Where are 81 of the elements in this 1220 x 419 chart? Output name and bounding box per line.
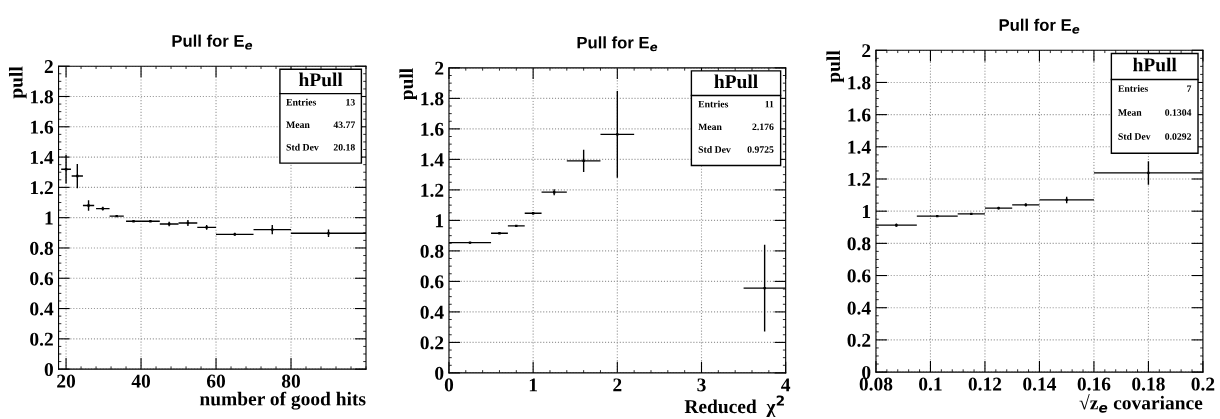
y-tick-label: 0.8 bbox=[30, 241, 54, 255]
y-tick-label: 1 bbox=[435, 214, 444, 228]
annotation: Std Dev bbox=[286, 143, 319, 151]
x-tick-label: 0 bbox=[444, 378, 454, 392]
y-tick-label: 1.4 bbox=[30, 150, 54, 165]
y-tick-label: 1.8 bbox=[848, 76, 871, 90]
x-tick-label: 80 bbox=[281, 374, 300, 388]
point bbox=[763, 286, 766, 290]
point bbox=[1147, 171, 1150, 175]
annotation: Entries bbox=[1118, 85, 1148, 92]
x-tick-label: 0.18 bbox=[1132, 377, 1165, 391]
annotation: Mean bbox=[286, 121, 310, 129]
x-tick-label: 1 bbox=[529, 378, 537, 392]
chart-title: Pull for E$_{e}$ bbox=[577, 36, 658, 52]
annotation: 13 bbox=[346, 98, 355, 106]
annotation: Entries bbox=[286, 98, 317, 106]
x-axis-title: √z$_{e}$ covariance bbox=[1079, 393, 1203, 413]
y-tick-label: 0.2 bbox=[30, 332, 53, 346]
chart-title: Pull for E$_{e}$ bbox=[999, 18, 1080, 34]
point bbox=[76, 174, 79, 178]
chart-title: Pull for E$_{e}$ bbox=[172, 34, 253, 50]
x-tick-label: 0.1 bbox=[919, 377, 942, 391]
y-tick-label: 0.6 bbox=[30, 272, 54, 286]
y-tick-label: 1.6 bbox=[30, 120, 54, 134]
annotation: hPull bbox=[1133, 57, 1177, 72]
y-tick-label: 0.8 bbox=[847, 237, 871, 251]
y-tick-label: 1.4 bbox=[848, 140, 871, 154]
annotation: 43.77 bbox=[333, 121, 355, 129]
annotation: Std Dev bbox=[1118, 132, 1151, 140]
x-tick-label: 0.2 bbox=[1191, 377, 1215, 391]
y-tick-label: 1.2 bbox=[30, 181, 53, 195]
x-tick-label: 0.14 bbox=[1023, 377, 1057, 391]
y-tick-label: 2 bbox=[862, 44, 871, 58]
annotation: hPull bbox=[714, 74, 758, 89]
x-axis-title: number of good hits bbox=[199, 391, 366, 410]
x-tick-label: 4 bbox=[781, 378, 791, 392]
y-tick-label: 1 bbox=[45, 211, 53, 225]
y-tick-label: 2 bbox=[435, 61, 444, 75]
y-tick-label: 0.6 bbox=[847, 269, 871, 283]
y-axis-title: pull bbox=[826, 50, 845, 83]
annotation: 7 bbox=[1187, 85, 1192, 92]
annotation: Mean bbox=[698, 123, 722, 131]
y-tick-label: 0.2 bbox=[847, 333, 871, 347]
annotation: hPull bbox=[298, 72, 343, 87]
x-tick-label: 0.12 bbox=[968, 377, 1002, 391]
y-tick-label: 0.4 bbox=[420, 305, 444, 319]
y-tick-label: 1.8 bbox=[30, 90, 54, 104]
y-tick-label: 0 bbox=[44, 362, 53, 377]
y-tick-label: 1.2 bbox=[848, 172, 871, 187]
y-tick-label: 1.8 bbox=[421, 92, 444, 106]
annotation: Mean bbox=[1118, 109, 1142, 116]
y-tick-label: 0.8 bbox=[420, 244, 444, 258]
x-axis-title: Reduced χ$^{2}$ bbox=[684, 395, 784, 418]
annotation: 0.9725 bbox=[747, 146, 774, 153]
y-axis-title: pull bbox=[399, 68, 418, 101]
y-tick-label: 0.6 bbox=[420, 275, 444, 289]
x-tick-label: 60 bbox=[206, 374, 226, 388]
y-tick-label: 2 bbox=[44, 60, 53, 73]
y-tick-label: 0.4 bbox=[847, 301, 871, 315]
annotation: Entries bbox=[698, 100, 729, 108]
y-tick-label: 1.2 bbox=[421, 183, 444, 197]
y-tick-label: 1.4 bbox=[421, 153, 444, 167]
x-tick-label: 20 bbox=[57, 374, 76, 388]
annotation: 0.0292 bbox=[1165, 133, 1192, 140]
point bbox=[582, 159, 585, 163]
y-tick-label: 1.6 bbox=[848, 108, 871, 122]
y-tick-label: 1 bbox=[862, 205, 871, 218]
x-tick-label: 3 bbox=[697, 378, 706, 392]
annotation: 20.18 bbox=[333, 143, 355, 151]
annotation: 2.176 bbox=[752, 123, 774, 131]
y-tick-label: 1.6 bbox=[421, 122, 444, 136]
annotation: 11 bbox=[765, 100, 774, 108]
y-tick-label: 0.4 bbox=[30, 302, 54, 316]
y-tick-label: 0.2 bbox=[420, 336, 444, 350]
y-axis-title: pull bbox=[8, 66, 27, 99]
x-tick-label: 0.08 bbox=[859, 377, 893, 391]
x-tick-label: 2 bbox=[613, 378, 622, 392]
annotation: Std Dev bbox=[698, 145, 731, 153]
annotation: 0.1304 bbox=[1165, 109, 1192, 116]
x-tick-label: 40 bbox=[131, 374, 151, 388]
x-tick-label: 0.16 bbox=[1077, 377, 1111, 391]
